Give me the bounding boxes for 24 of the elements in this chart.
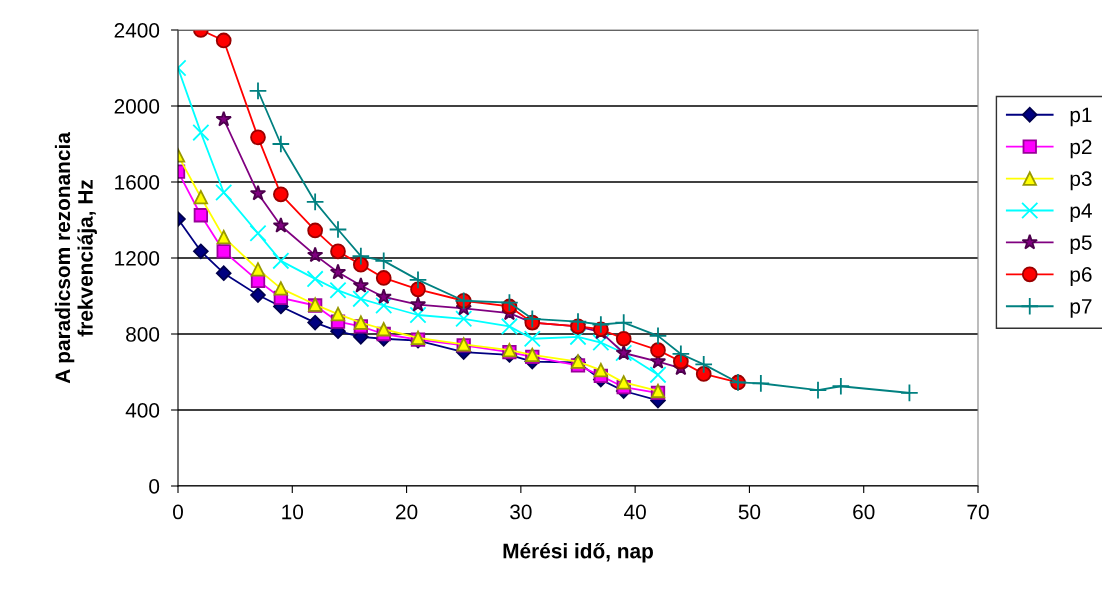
legend-label: p7	[1070, 299, 1092, 318]
x-tick-label: 0	[173, 504, 183, 520]
x-tick-label: 10	[282, 504, 304, 520]
x-tick-label: 70	[967, 504, 989, 520]
x-tick-label: 20	[396, 504, 418, 520]
x-axis-title: Mérési idő, nap	[503, 542, 653, 563]
y-tick-label: 0	[149, 479, 160, 494]
x-tick-label: 60	[853, 504, 875, 520]
legend-label: p2	[1070, 139, 1092, 159]
legend-label: p4	[1070, 203, 1092, 223]
legend-label: p5	[1070, 235, 1092, 255]
y-tick-label: 2400	[114, 23, 160, 38]
x-tick-label: 30	[510, 504, 532, 520]
legend-label: p3	[1070, 171, 1092, 191]
y-tick-label: 2000	[114, 99, 160, 114]
x-tick-label: 50	[738, 504, 761, 520]
y-tick-label: 400	[125, 403, 160, 418]
y-tick-label: 1200	[115, 251, 160, 266]
legend-label: p1	[1070, 107, 1092, 127]
legend-label: p6	[1070, 267, 1092, 286]
y-axis-title: A paradicsom rezonancia frekvenciája, Hz	[54, 132, 97, 384]
x-tick-label: 40	[624, 504, 646, 520]
y-tick-label: 1600	[115, 175, 160, 190]
y-tick-label: 800	[126, 327, 160, 342]
